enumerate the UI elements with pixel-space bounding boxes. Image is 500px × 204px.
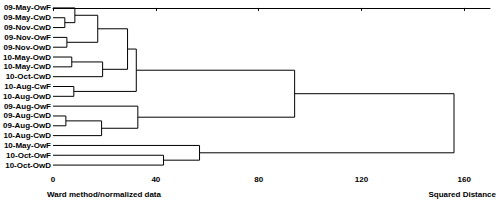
svg-text:40: 40 [151,175,160,184]
svg-text:10-Oct-CwD: 10-Oct-CwD [6,72,52,81]
svg-text:80: 80 [254,175,263,184]
svg-text:10-May-OwF: 10-May-OwF [4,141,51,150]
svg-text:10-Aug-OwD: 10-Aug-OwD [3,92,51,101]
svg-text:160: 160 [458,175,472,184]
svg-text:10-Aug-CwF: 10-Aug-CwF [4,82,51,91]
svg-text:Squared Distance: Squared Distance [428,190,496,199]
svg-text:09-Nov-OwD: 09-Nov-OwD [3,43,51,52]
svg-text:09-Aug-OwF: 09-Aug-OwF [4,102,51,111]
svg-text:09-Nov-CwD: 09-Nov-CwD [4,23,51,32]
svg-text:10-Aug-CwD: 10-Aug-CwD [3,131,51,140]
svg-text:09-Aug-OwD: 09-Aug-OwD [3,121,51,130]
svg-text:09-Aug-CwD: 09-Aug-CwD [3,111,51,120]
svg-text:0: 0 [51,175,56,184]
svg-text:09-Nov-OwF: 09-Nov-OwF [4,33,51,42]
svg-text:09-May-OwF: 09-May-OwF [4,3,51,12]
svg-text:Ward method/normalized data: Ward method/normalized data [47,190,161,199]
svg-text:09-May-CwD: 09-May-CwD [3,13,51,22]
svg-text:10-May-CwD: 10-May-CwD [3,62,51,71]
svg-text:10-Oct-OwD: 10-Oct-OwD [5,161,51,170]
svg-text:10-May-OwD: 10-May-OwD [3,53,51,62]
svg-text:10-Oct-OwF: 10-Oct-OwF [6,151,51,160]
svg-text:120: 120 [355,175,369,184]
